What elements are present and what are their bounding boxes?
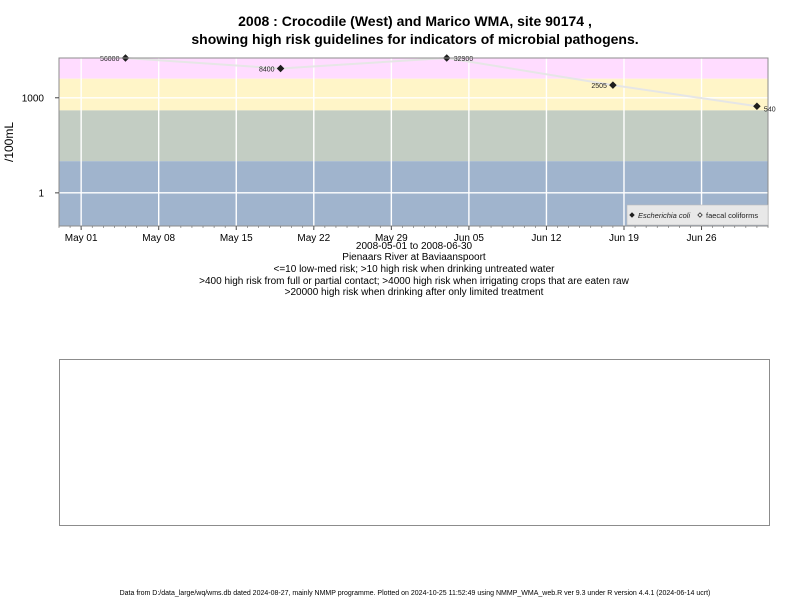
guideline-caption-2: >400 high risk from full or partial cont… [199, 276, 629, 287]
x-tick-label: May 01 [65, 233, 98, 244]
risk-band-3 [59, 110, 768, 162]
x-axis: May 01 May 08 May 15 May 22 May 29 Jun 05 Jun … [58, 226, 769, 244]
risk-bands [59, 58, 768, 226]
data-point [609, 81, 617, 89]
y-tick-label: 1 [38, 188, 44, 199]
y-axis-label: /100mL [2, 122, 16, 162]
data-label: 8400 [259, 66, 275, 73]
footer-note: Data from D:/data_large/wq/wms.db dated … [119, 590, 711, 597]
data-label: 32900 [454, 56, 474, 63]
legend: Escherichia coli faecal coliforms [626, 204, 769, 226]
data-label: 540 [764, 106, 776, 113]
chart-title-line-2: showing high risk guidelines for indicat… [191, 31, 639, 47]
y-axis: 1 1000 [22, 93, 59, 199]
x-tick-label: May 22 [297, 233, 330, 244]
legend-label: Escherichia coli [638, 211, 690, 220]
data-labels: 56000 8400 32900 2505 540 [100, 56, 776, 113]
x-tick-label: Jun 26 [687, 233, 717, 244]
risk-band-2 [59, 78, 768, 111]
chart-title-line-1: 2008 : Crocodile (West) and Marico WMA, … [238, 13, 592, 29]
x-tick-label: May 15 [220, 233, 253, 244]
legend-label: faecal coliforms [706, 211, 758, 220]
legend-marker [629, 212, 635, 218]
data-label: 56000 [100, 56, 120, 63]
guideline-caption-1: <=10 low-med risk; >10 high risk when dr… [273, 264, 555, 275]
x-tick-label: May 29 [375, 233, 408, 244]
site-name-caption: Pienaars River at Baviaanspoort [342, 252, 486, 263]
data-point [753, 102, 761, 111]
date-range-caption: 2008-05-01 to 2008-06-30 [355, 241, 473, 252]
x-tick-label: Jun 12 [531, 233, 561, 244]
empty-plot-panel [59, 359, 770, 526]
gridlines [59, 58, 768, 226]
guideline-caption-3: >20000 high risk when drinking after onl… [284, 287, 544, 298]
data-point [276, 64, 285, 73]
y-tick-label: 1000 [22, 93, 45, 104]
x-tick-label: Jun 05 [454, 233, 484, 244]
x-tick-label: Jun 19 [609, 233, 639, 244]
legend-marker [697, 212, 703, 218]
data-label: 2505 [591, 83, 607, 90]
x-tick-label: May 08 [142, 233, 175, 244]
